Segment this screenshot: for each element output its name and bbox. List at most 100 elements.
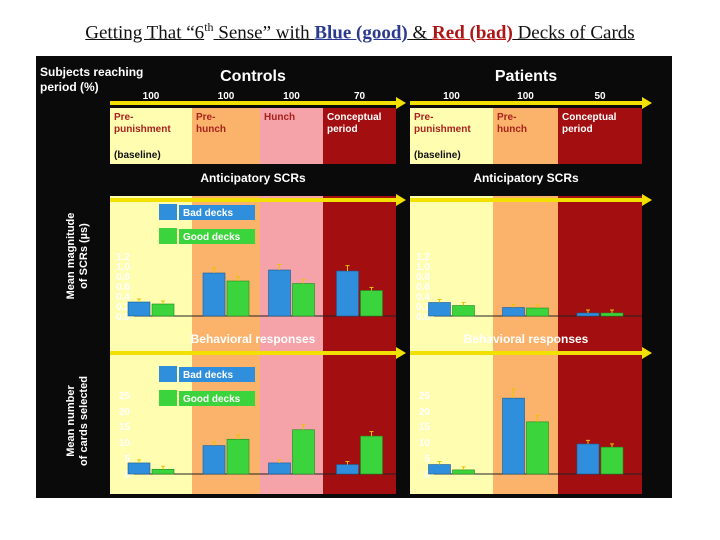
period-band-controls-2 [260,108,323,164]
section-arrow-behavior-patients-head [642,347,652,359]
legend-box-scr-1 [179,229,255,244]
ytick-scr-patients-4: 0.8 [416,272,430,283]
bar-good-scr-controls-3 [360,290,383,317]
period-label-patients-1-1: hunch [497,124,527,135]
row-header-line1: Subjects reaching [40,65,143,79]
section-arrow-behavior-controls-head [396,347,406,359]
section-title-behavior-controls: Behavioral responses [191,332,316,346]
column-band-controls-0 [110,196,192,494]
bar-good-behavior-patients-1 [526,421,549,475]
bar-bad-scr-controls-0 [127,301,151,317]
bar-bad-scr-controls-2 [268,269,291,317]
period-label-patients-0-1: punishment [414,124,471,135]
ytick-behavior-patients-4: 20 [419,407,431,418]
title-blue-good: Blue (good) [314,22,408,44]
ytick-behavior-patients-2: 10 [419,438,431,449]
bar-bad-behavior-controls-3 [336,464,359,475]
ylabel-behavior: Mean numberof cards selected [65,376,90,466]
period-label-patients-2-0: Conceptual [562,112,617,123]
period-band-patients-1 [493,108,558,164]
ytick-scr-patients-5: 1.0 [416,262,430,273]
ytick-scr-patients-6: 1.2 [416,252,430,263]
ytick-behavior-controls-1: 5 [124,454,130,465]
period-label-controls-1-0: Pre- [196,112,215,123]
top-arrow-patients-head [642,97,652,109]
ytick-scr-controls-0: 0.0 [116,312,130,323]
legend-box-scr-0 [179,205,255,220]
ytick-scr-controls-1: 0.2 [116,302,130,313]
ytick-scr-patients-1: 0.2 [416,302,430,313]
period-band-controls-1 [192,108,260,164]
bar-good-behavior-patients-0 [452,469,475,475]
ytick-behavior-patients-1: 5 [424,454,430,465]
ytick-behavior-patients-3: 15 [419,422,431,433]
bar-bad-scr-controls-3 [336,270,359,317]
legend-label-scr-0: Bad decks [183,208,233,219]
title-prefix: Getting That “6 [85,22,205,44]
legend-box-behavior-1 [179,391,255,406]
ytick-behavior-controls-3: 15 [119,422,131,433]
title-mid: Sense” with [213,22,315,44]
bar-good-behavior-patients-2 [600,446,624,475]
period-sub-patients-0: (baseline) [414,150,461,161]
legend-label-behavior-1: Good decks [183,394,241,405]
period-label-controls-0-0: Pre- [114,112,133,123]
section-title-behavior-patients: Behavioral responses [464,332,589,346]
ytick-scr-controls-2: 0.4 [116,292,130,303]
legend-label-behavior-0: Bad decks [183,370,233,381]
section-title-scr-patients: Anticipatory SCRs [473,171,579,185]
section-title-scr-controls: Anticipatory SCRs [200,171,306,185]
ytick-behavior-controls-4: 20 [119,407,131,418]
period-label-controls-3-1: period [327,124,358,135]
legend-box-behavior-0 [179,367,255,382]
legend-swatch-scr-0 [159,204,177,220]
period-band-patients-2 [558,108,642,164]
bar-good-scr-controls-0 [151,303,175,317]
ytick-scr-controls-5: 1.0 [116,262,130,273]
percent-controls-0: 100 [143,91,160,102]
bar-bad-scr-patients-1 [502,307,525,317]
group-title-controls: Controls [220,68,286,85]
bar-good-behavior-controls-3 [360,435,383,475]
percent-patients-1: 100 [517,91,534,102]
column-band-patients-2 [558,196,642,494]
bar-bad-scr-controls-1 [202,272,226,317]
ytick-scr-controls-4: 0.8 [116,272,130,283]
ytick-behavior-controls-5: 25 [119,391,131,402]
section-arrow-scr-controls-head [396,194,406,206]
ylabel-scr: Mean magnitudeof SCRs (µs) [65,213,90,300]
bar-good-behavior-controls-1 [226,438,250,475]
bar-bad-behavior-patients-2 [576,443,600,475]
bar-bad-behavior-controls-0 [127,462,151,475]
legend-swatch-scr-1 [159,228,177,244]
ytick-scr-patients-2: 0.4 [416,292,430,303]
period-sub-controls-0: (baseline) [114,150,161,161]
bar-bad-scr-patients-0 [428,302,451,317]
ytick-scr-controls-6: 1.2 [116,252,130,263]
title-sup: th [204,20,214,34]
title-amp: & [407,22,433,44]
bar-good-scr-patients-2 [600,312,624,317]
top-arrow-controls-head [396,97,406,109]
period-band-controls-3 [323,108,396,164]
bar-good-scr-patients-0 [452,305,475,317]
ytick-scr-controls-3: 0.6 [116,282,130,293]
column-band-patients-0 [410,196,493,494]
row-header-line2: period (%) [40,80,99,94]
period-label-controls-0-1: punishment [114,124,171,135]
ytick-scr-patients-0: 0.0 [416,312,430,323]
ylabel-behavior-line1: Mean number [65,385,77,457]
bar-good-behavior-controls-2 [292,429,315,475]
period-label-patients-0-0: Pre- [414,112,433,123]
ytick-behavior-patients-5: 25 [419,391,431,402]
column-band-controls-3 [323,196,396,494]
slide-title: Getting That “6th Sense” with Blue (good… [0,20,720,44]
ytick-behavior-patients-0: 0 [424,470,430,481]
bar-good-scr-patients-1 [526,307,549,317]
bar-good-scr-controls-1 [226,280,250,317]
bar-bad-behavior-controls-1 [202,445,226,475]
bar-bad-scr-patients-2 [576,312,600,317]
percent-patients-2: 50 [594,91,606,102]
legend-swatch-behavior-1 [159,390,177,406]
